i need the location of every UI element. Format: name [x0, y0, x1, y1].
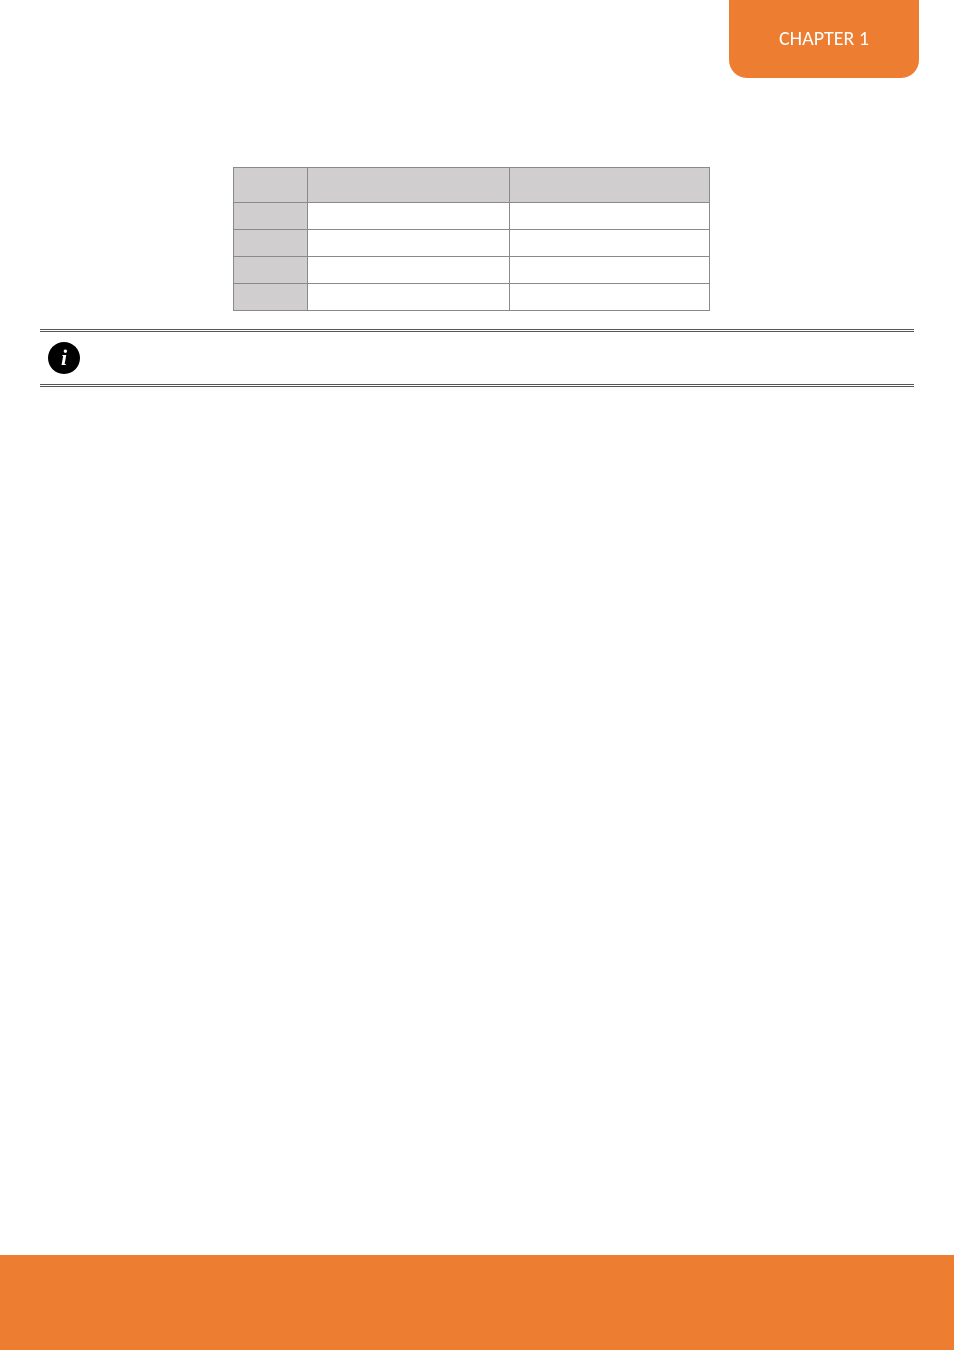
data-table — [233, 167, 710, 311]
chapter-label: CHAPTER 1 — [779, 27, 869, 51]
table-cell — [234, 257, 308, 284]
table-row — [234, 230, 710, 257]
table-row — [234, 284, 710, 311]
table-cell — [510, 257, 710, 284]
chapter-tab: CHAPTER 1 — [729, 0, 919, 78]
table-cell — [234, 284, 308, 311]
table-cell — [234, 203, 308, 230]
note-bar: i — [40, 329, 914, 387]
table-row — [234, 257, 710, 284]
table-header-cell — [307, 168, 510, 203]
info-icon-glyph: i — [61, 345, 67, 371]
table-cell — [307, 230, 510, 257]
table-cell — [510, 284, 710, 311]
table-cell — [510, 230, 710, 257]
table-header-row — [234, 168, 710, 203]
table-header-cell — [510, 168, 710, 203]
info-icon: i — [48, 342, 80, 374]
bottom-bar — [0, 1255, 954, 1350]
table-header-cell — [234, 168, 308, 203]
table-cell — [510, 203, 710, 230]
table-cell — [234, 230, 308, 257]
table-cell — [307, 284, 510, 311]
table-cell — [307, 203, 510, 230]
table-row — [234, 203, 710, 230]
table-cell — [307, 257, 510, 284]
